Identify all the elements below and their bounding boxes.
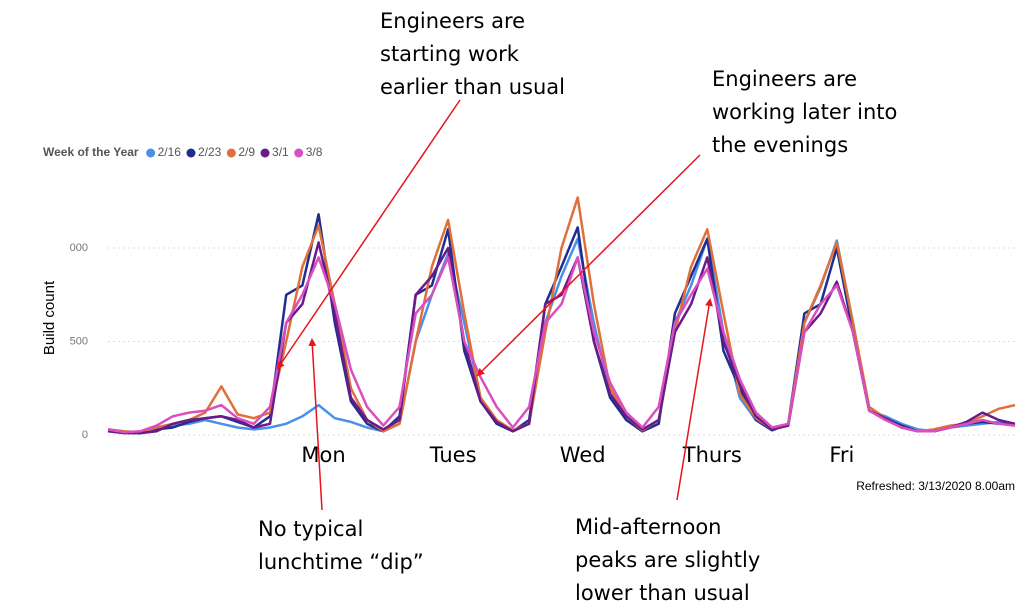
- refresh-note: Refreshed: 3/13/2020 8.00am: [856, 479, 1015, 493]
- annotation: working later into: [712, 100, 897, 124]
- series-line: [107, 256, 1016, 434]
- arrow: [308, 338, 323, 511]
- legend-marker: [146, 148, 156, 158]
- annotation: lunchtime “dip”: [258, 550, 424, 574]
- legend-label: 2/9: [238, 145, 255, 159]
- annotation: lower than usual: [575, 581, 750, 605]
- x-tick-label: Mon: [301, 443, 345, 467]
- legend-marker: [186, 148, 196, 158]
- legend-marker: [260, 148, 270, 158]
- annotation: Engineers are: [712, 67, 857, 91]
- arrows: [276, 99, 713, 511]
- y-axis-label: Build count: [41, 280, 58, 355]
- annotation: peaks are slightly: [575, 548, 760, 572]
- annotation: earlier than usual: [380, 75, 565, 99]
- legend-label: 3/8: [306, 145, 323, 159]
- legend-title: Week of the Year: [43, 145, 139, 159]
- legend-label: 2/23: [198, 145, 222, 159]
- legend-label: 2/16: [158, 145, 182, 159]
- annotation: Mid-afternoon: [575, 515, 722, 539]
- x-tick-label: Tues: [429, 443, 477, 467]
- arrow: [676, 298, 713, 501]
- y-tick-label: 0: [82, 429, 88, 441]
- legend-marker: [294, 148, 304, 158]
- legend-marker: [226, 148, 236, 158]
- series-line: [107, 241, 1016, 435]
- y-tick-label: 000: [70, 242, 88, 254]
- legend-label: 3/1: [272, 145, 289, 159]
- arrow: [476, 154, 701, 377]
- y-tick-label: 500: [70, 335, 88, 347]
- arrow: [276, 99, 461, 370]
- annotation: No typical: [258, 517, 363, 541]
- x-tick-label: Fri: [829, 443, 854, 467]
- series-line: [107, 196, 1016, 434]
- x-tick-label: Thurs: [682, 443, 742, 467]
- annotation: Engineers are: [380, 9, 525, 33]
- annotation: starting work: [380, 42, 520, 66]
- annotation: the evenings: [712, 133, 848, 157]
- x-tick-label: Wed: [560, 443, 606, 467]
